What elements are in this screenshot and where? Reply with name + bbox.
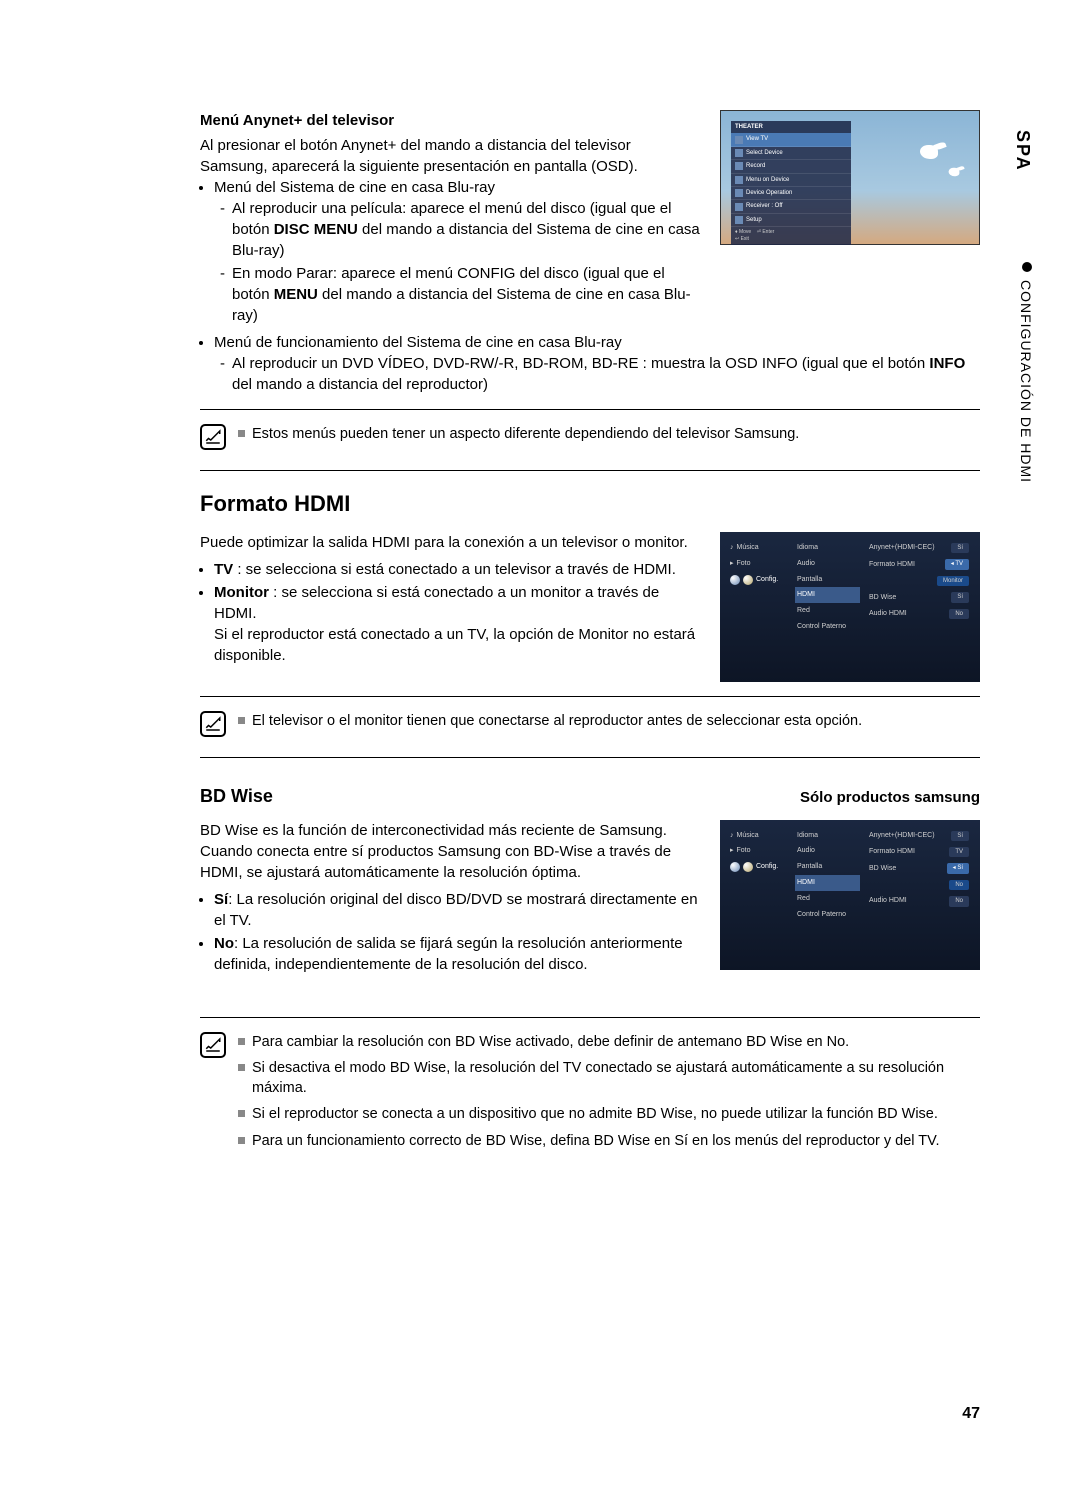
- osd-right-row: Audio HDMINo: [865, 606, 973, 622]
- anynet-bullet-1: Menú del Sistema de cine en casa Blu-ray…: [214, 177, 700, 326]
- osd-mid-item: Pantalla: [795, 572, 860, 588]
- bdwise-si-bullet: Sí: La resolución original del disco BD/…: [214, 889, 700, 931]
- tv-menu-item: Select Device: [731, 147, 851, 160]
- bdwise-note-3: Si el reproductor se conecta a un dispos…: [238, 1104, 980, 1124]
- note-icon: [200, 424, 226, 450]
- divider: [200, 409, 980, 410]
- osd-dropdown: No: [865, 877, 973, 893]
- bird-graphic-2: [945, 165, 963, 178]
- osd-left-item: ♪ Música: [728, 828, 788, 844]
- osd-left-item: ▸ Foto: [728, 843, 788, 859]
- divider: [200, 696, 980, 697]
- tv-screenshot: THEATER View TV Select Device Record Men…: [720, 110, 980, 245]
- osd-mid-item: Red: [795, 603, 860, 619]
- hdmi-osd-screenshot: ♪ Música ▸ Foto Config. Idioma Audio Pan…: [720, 532, 980, 682]
- osd-left-item: ▸ Foto: [728, 556, 788, 572]
- osd-mid-item: Pantalla: [795, 859, 860, 875]
- osd-right-row: Formato HDMI◂ TV: [865, 556, 973, 572]
- divider: [200, 470, 980, 471]
- side-section-label: CONFIGURACIÓN DE HDMI: [1015, 280, 1035, 483]
- hdmi-title: Formato HDMI: [200, 489, 980, 520]
- bdwise-note-2: Si desactiva el modo BD Wise, la resoluc…: [238, 1058, 980, 1099]
- hdmi-note-text: El televisor o el monitor tienen que con…: [238, 711, 980, 731]
- hdmi-tv-bullet: TV : se selecciona si está conectado a u…: [214, 559, 700, 580]
- anynet-note-text: Estos menús pueden tener un aspecto dife…: [238, 424, 980, 444]
- anynet-sub-1-2: En modo Parar: aparece el menú CONFIG de…: [232, 263, 700, 326]
- divider: [200, 1017, 980, 1018]
- osd-mid-item: Idioma: [795, 540, 860, 556]
- osd-mid-item: Audio: [795, 556, 860, 572]
- note-icon: [200, 1032, 226, 1058]
- side-bullet-icon: [1022, 262, 1032, 272]
- osd-mid-item: Control Paterno: [795, 907, 860, 923]
- anynet-note: Estos menús pueden tener un aspecto dife…: [200, 418, 980, 456]
- tv-menu-item: Menu on Device: [731, 174, 851, 187]
- osd-mid-item: Red: [795, 891, 860, 907]
- anynet-sub-1-1: Al reproducir una película: aparece el m…: [232, 198, 700, 261]
- page-number: 47: [962, 1403, 980, 1425]
- osd-left-item: Config.: [728, 572, 788, 588]
- hdmi-intro: Puede optimizar la salida HDMI para la c…: [200, 532, 700, 553]
- bdwise-note-1: Para cambiar la resolución con BD Wise a…: [238, 1032, 980, 1052]
- osd-right-row: BD WiseSí: [865, 589, 973, 605]
- anynet-heading: Menú Anynet+ del televisor: [200, 110, 700, 131]
- bdwise-p1: BD Wise es la función de interconectivid…: [200, 820, 700, 841]
- bird-graphic: [914, 141, 944, 163]
- osd-left-item: Config.: [728, 859, 788, 875]
- anynet-intro: Al presionar el botón Anynet+ del mando …: [200, 135, 700, 177]
- tv-osd-menu: THEATER View TV Select Device Record Men…: [731, 121, 851, 245]
- tv-menu-item: View TV: [731, 133, 851, 146]
- hdmi-mon-extra: Si el reproductor está conectado a un TV…: [214, 624, 700, 666]
- bdwise-no-bullet: No: La resolución de salida se fijará se…: [214, 933, 700, 975]
- anynet-section: Menú Anynet+ del televisor Al presionar …: [200, 110, 980, 328]
- osd-left-item: ♪ Música: [728, 540, 788, 556]
- anynet-sub-2-1: Al reproducir un DVD VÍDEO, DVD-RW/-R, B…: [232, 353, 980, 395]
- bdwise-note-4: Para un funcionamiento correcto de BD Wi…: [238, 1131, 980, 1151]
- osd-right-row: Anynet+(HDMI-CEC)Sí: [865, 828, 973, 844]
- tv-menu-item: Setup: [731, 214, 851, 227]
- tv-menu-item: Record: [731, 160, 851, 173]
- osd-dropdown: Monitor: [865, 573, 973, 589]
- bdwise-osd-screenshot: ♪ Música ▸ Foto Config. Idioma Audio Pan…: [720, 820, 980, 970]
- tv-menu-item: Receiver : Off: [731, 200, 851, 213]
- osd-mid-item: HDMI: [795, 587, 860, 603]
- bdwise-right-label: Sólo productos samsung: [800, 787, 980, 808]
- tv-menu-header: THEATER: [731, 121, 851, 133]
- osd-right-row: Formato HDMITV: [865, 844, 973, 860]
- osd-mid-item: Idioma: [795, 828, 860, 844]
- bdwise-title: BD Wise: [200, 784, 273, 809]
- hdmi-mon-bullet: Monitor : se selecciona si está conectad…: [214, 582, 700, 666]
- anynet-bullet-2: Menú de funcionamiento del Sistema de ci…: [214, 332, 980, 395]
- osd-right-row: BD Wise◂ Sí: [865, 860, 973, 876]
- osd-right-row: Audio HDMINo: [865, 893, 973, 909]
- side-lang-tab: SPA: [1010, 130, 1035, 172]
- hdmi-note: El televisor o el monitor tienen que con…: [200, 705, 980, 743]
- osd-mid-item: HDMI: [795, 875, 860, 891]
- tv-menu-footer: ♦ Move ⏎ Enter ↩ Exit: [731, 227, 851, 245]
- bdwise-notes: Para cambiar la resolución con BD Wise a…: [200, 1026, 980, 1163]
- osd-right-row: Anynet+(HDMI-CEC)Sí: [865, 540, 973, 556]
- bdwise-p2: Cuando conecta entre sí productos Samsun…: [200, 841, 700, 883]
- divider: [200, 757, 980, 758]
- note-icon: [200, 711, 226, 737]
- osd-mid-item: Control Paterno: [795, 619, 860, 635]
- tv-menu-item: Device Operation: [731, 187, 851, 200]
- osd-mid-item: Audio: [795, 843, 860, 859]
